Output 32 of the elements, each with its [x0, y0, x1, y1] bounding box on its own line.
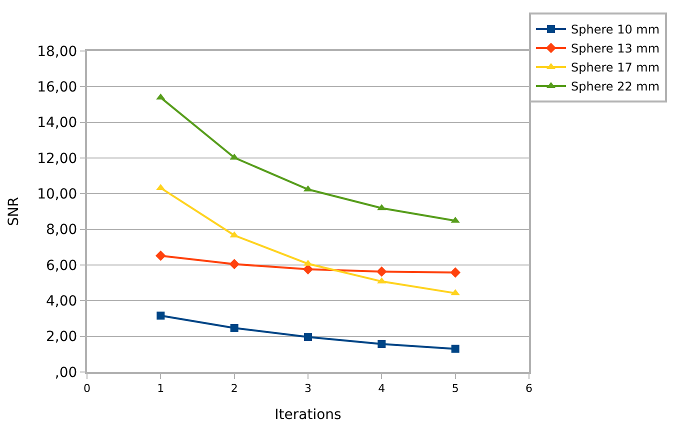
y-tick-label: 16,00 — [37, 80, 78, 96]
x-tick-label: 5 — [452, 382, 459, 396]
x-tick-label: 2 — [230, 382, 238, 396]
legend-label: Sphere 17 mm — [571, 60, 660, 75]
point — [229, 258, 240, 270]
legend-label: Sphere 22 mm — [571, 80, 660, 94]
y-axis-title: SNR — [6, 196, 22, 226]
x-tick-label: 4 — [378, 382, 386, 396]
x-axis-title: Iterations — [274, 407, 342, 423]
x-tick-label: 6 — [526, 382, 532, 396]
point — [376, 266, 387, 277]
y-tick-label: 6,00 — [46, 258, 78, 274]
x-tick-label: 1 — [157, 382, 164, 396]
legend-label: Sphere 13 mm — [571, 42, 660, 56]
x-tick-label: 0 — [84, 382, 90, 396]
y-tick-label: 12,00 — [37, 150, 78, 167]
y-tick-label: 8,00 — [46, 222, 78, 238]
y-tick-label: 4,00 — [46, 294, 78, 310]
point — [155, 250, 166, 261]
point — [230, 324, 238, 332]
y-tick-label: 18,00 — [37, 44, 78, 60]
y-tick-label: ,00 — [54, 364, 78, 381]
point — [156, 312, 165, 320]
y-tick-label: 14,00 — [37, 115, 78, 132]
point — [304, 333, 312, 342]
point — [450, 267, 461, 278]
legend-label: Sphere 10 mm — [571, 22, 660, 37]
y-tick-label: 10,00 — [37, 186, 78, 203]
point — [378, 340, 386, 348]
point — [451, 344, 460, 353]
y-tick-label: 2,00 — [46, 329, 78, 346]
x-tick-label: 3 — [304, 382, 312, 396]
